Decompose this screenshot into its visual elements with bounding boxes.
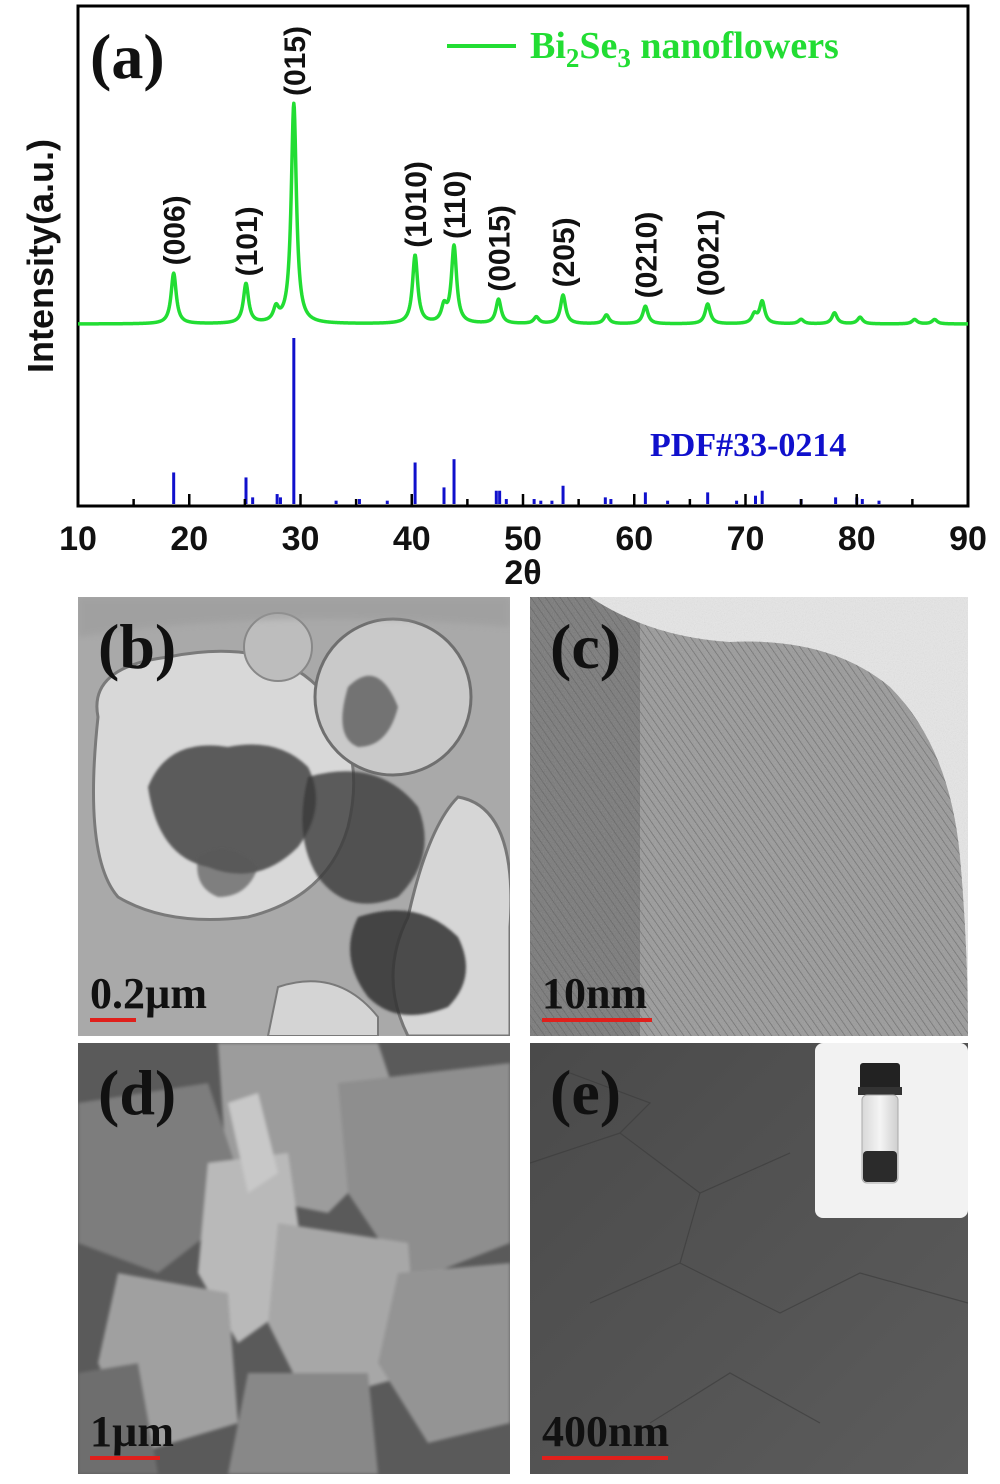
legend: Bi2Se3 nanoflowers	[447, 25, 839, 73]
scale-bar-b: 0.2µm	[90, 972, 207, 1022]
legend-rest: nanoflowers	[631, 25, 839, 67]
tem-image-panel-b: (b) 0.2µm	[78, 597, 510, 1036]
xrd-pattern-line	[76, 101, 970, 326]
scale-text-b: 0.2µm	[90, 969, 208, 1018]
x-tick-label: 90	[949, 520, 987, 558]
panel-b-label: (b)	[98, 611, 177, 682]
x-axis-label: 2θ	[504, 554, 541, 590]
hrtem-image-panel-c: (c) 10nm	[530, 597, 968, 1036]
peak-label: (110)	[439, 171, 472, 239]
scale-line-e	[542, 1456, 668, 1460]
scale-bar-d: 1µm	[90, 1410, 174, 1460]
peak-label: (101)	[231, 206, 264, 276]
scale-line-d	[90, 1456, 160, 1460]
scale-line-b	[90, 1018, 136, 1022]
legend-sub2: 3	[617, 43, 631, 73]
scale-text-e: 400nm	[542, 1407, 670, 1456]
peak-label: (1010)	[400, 161, 433, 248]
x-tick-label: 10	[59, 520, 97, 558]
sem-image-panel-e: (e) 400nm	[530, 1043, 968, 1474]
peak-label: (015)	[279, 26, 312, 96]
legend-sub1: 2	[566, 43, 580, 73]
sem-micrograph-d	[78, 1043, 510, 1474]
peak-label: (0210)	[630, 212, 663, 299]
peak-label: (0015)	[484, 205, 517, 292]
scale-bar-e: 400nm	[542, 1410, 669, 1460]
x-tick-label: 80	[838, 520, 876, 558]
scale-text-c: 10nm	[542, 969, 648, 1018]
x-tick-label: 60	[615, 520, 653, 558]
legend-name: Bi	[530, 25, 566, 67]
panel-a-label: (a)	[90, 21, 165, 92]
peak-label: (205)	[548, 217, 581, 287]
sem-micrograph-e	[530, 1043, 968, 1474]
x-tick-label: 40	[393, 520, 431, 558]
peak-label: (006)	[159, 195, 192, 265]
x-tick-label: 30	[282, 520, 320, 558]
y-axis-label: Intensity(a.u.)	[20, 139, 61, 373]
xrd-chart: (a) Bi2Se3 nanoflowers PDF#33-0214 (006)…	[20, 4, 987, 590]
panel-e-label: (e)	[550, 1057, 622, 1128]
scale-text-d: 1µm	[90, 1407, 175, 1456]
reference-label: PDF#33-0214	[650, 427, 846, 464]
scale-bar-c: 10nm	[542, 972, 652, 1022]
panel-c-label: (c)	[550, 611, 622, 682]
sem-image-panel-d: (d) 1µm	[78, 1043, 510, 1474]
x-tick-label: 70	[727, 520, 765, 558]
vial-inset	[815, 1043, 968, 1218]
legend-label: Bi2Se3 nanoflowers	[530, 25, 839, 73]
x-tick-label: 50	[504, 520, 542, 558]
peak-label: (0021)	[693, 209, 726, 296]
hrtem-micrograph-c	[530, 597, 968, 1036]
scale-line-c	[542, 1018, 652, 1022]
panel-d-label: (d)	[98, 1057, 177, 1128]
legend-mid: Se	[579, 25, 617, 67]
x-tick-label: 20	[170, 520, 208, 558]
tem-micrograph-b	[78, 597, 510, 1036]
